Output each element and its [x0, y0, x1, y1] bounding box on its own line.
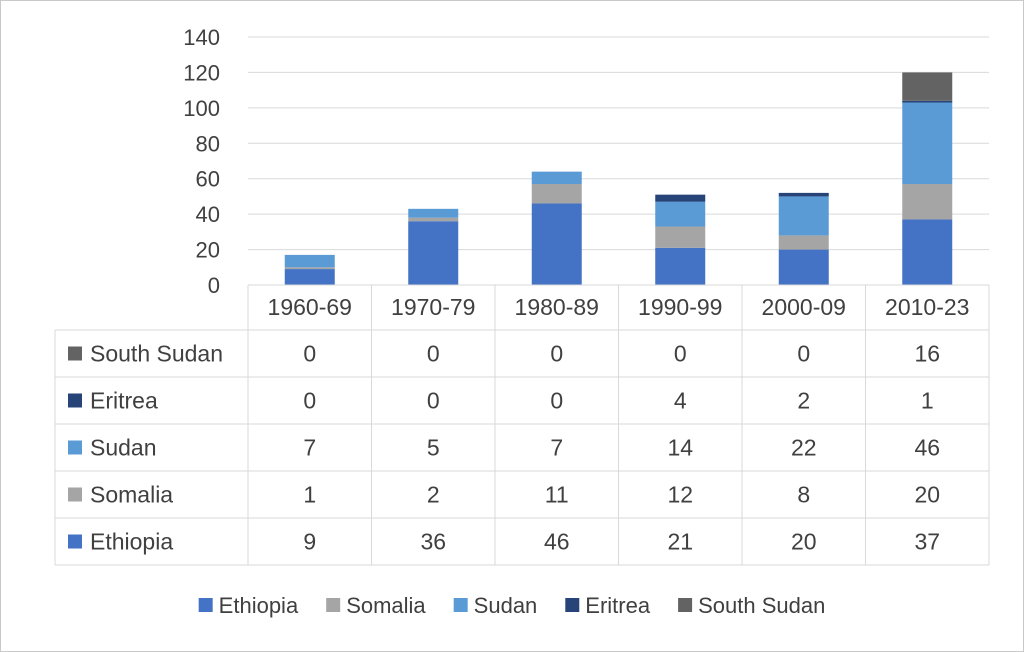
bar-segment-ethiopia	[284, 269, 335, 285]
series-name: Somalia	[90, 482, 173, 508]
series-name: Sudan	[90, 435, 157, 461]
series-name: Eritrea	[90, 388, 158, 414]
y-tick-label: 80	[196, 131, 220, 156]
data-value: 0	[797, 341, 810, 367]
data-value: 14	[667, 435, 693, 461]
y-tick-label: 140	[183, 25, 220, 50]
data-value: 0	[303, 388, 316, 414]
data-value: 0	[674, 341, 687, 367]
legend-key	[326, 598, 341, 612]
bar-segment-eritrea	[778, 192, 829, 197]
data-value: 16	[914, 341, 940, 367]
category-label: 1990-99	[638, 294, 722, 320]
legend-label: Eritrea	[585, 593, 651, 618]
legend-key	[678, 598, 693, 612]
bar-segment-ethiopia	[655, 247, 706, 285]
data-value: 20	[791, 529, 817, 555]
category-label: 1960-69	[268, 294, 352, 320]
table-legend-key	[68, 393, 82, 408]
bar-segment-somalia	[778, 235, 829, 250]
y-tick-label: 20	[196, 238, 220, 263]
data-value: 7	[550, 435, 563, 461]
data-value: 20	[914, 482, 940, 508]
bar-segment-sudan	[531, 171, 582, 185]
y-tick-label: 40	[196, 202, 220, 227]
y-axis-ticks: 0 20 40 60 80 100 120 140	[183, 25, 220, 298]
data-value: 12	[667, 482, 693, 508]
data-value: 46	[914, 435, 940, 461]
y-tick-label: 100	[183, 96, 220, 121]
data-value: 0	[427, 388, 440, 414]
bar-segment-sudan	[902, 102, 953, 185]
data-value: 11	[545, 482, 569, 508]
series-name: Ethiopia	[90, 529, 173, 555]
data-value: 2	[797, 388, 810, 414]
data-value: 36	[420, 529, 446, 555]
legend-label: Sudan	[474, 593, 538, 618]
bar-segment-sudan	[778, 196, 829, 236]
bar-segment-somalia	[655, 226, 706, 248]
data-value: 0	[427, 341, 440, 367]
data-value: 0	[303, 341, 316, 367]
series-name: South Sudan	[90, 341, 223, 367]
legend-label: Somalia	[346, 593, 426, 618]
data-value: 7	[303, 435, 316, 461]
bar-segment-ethiopia	[902, 219, 953, 285]
data-value: 0	[550, 388, 563, 414]
category-label: 1980-89	[515, 294, 599, 320]
bar-segment-somalia	[902, 184, 953, 220]
data-value: 46	[544, 529, 570, 555]
bar-segment-somalia	[531, 184, 582, 204]
bar-segment-eritrea	[902, 100, 953, 103]
bars	[284, 72, 953, 285]
data-value: 5	[427, 435, 440, 461]
data-value: 22	[791, 435, 817, 461]
bar-segment-ethiopia	[531, 203, 582, 285]
table-legend-key	[68, 487, 82, 502]
legend-key	[453, 598, 468, 612]
legend-key	[198, 598, 213, 612]
data-value: 4	[674, 388, 687, 414]
data-table: 1960-69 1970-79 1980-89 1990-99 2000-09 2010-…	[54, 284, 990, 566]
table-legend-key	[68, 534, 82, 549]
data-value: 1	[921, 388, 934, 414]
bar-segment-somalia	[408, 217, 459, 222]
y-tick-label: 120	[183, 60, 220, 85]
data-value: 21	[667, 529, 693, 555]
data-value: 1	[303, 482, 316, 508]
data-value: 2	[427, 482, 440, 508]
table-legend-key	[68, 440, 82, 455]
bar-segment-eritrea	[655, 194, 706, 202]
table-legend-key	[68, 346, 82, 361]
y-tick-label: 0	[208, 273, 220, 298]
data-value: 9	[303, 529, 316, 555]
bar-segment-sudan	[408, 208, 459, 218]
bar-segment-sudan	[284, 254, 335, 268]
category-label: 2010-23	[885, 294, 969, 320]
y-tick-label: 60	[196, 167, 220, 192]
bar-segment-south-sudan	[902, 72, 953, 101]
legend-label: South Sudan	[698, 593, 825, 618]
bar-segment-somalia	[284, 267, 335, 270]
bar-segment-sudan	[655, 201, 706, 227]
bar-segment-ethiopia	[408, 221, 459, 285]
gridlines	[248, 36, 989, 251]
legend-label: Ethiopia	[219, 593, 299, 618]
category-label: 2000-09	[762, 294, 846, 320]
data-value: 0	[550, 341, 563, 367]
category-label: 1970-79	[391, 294, 475, 320]
data-value: 37	[914, 529, 940, 555]
data-value: 8	[797, 482, 810, 508]
bar-segment-ethiopia	[778, 249, 829, 285]
legend-key	[565, 598, 580, 612]
legend: Ethiopia Somalia Sudan Eritrea South Sudan	[198, 593, 825, 618]
